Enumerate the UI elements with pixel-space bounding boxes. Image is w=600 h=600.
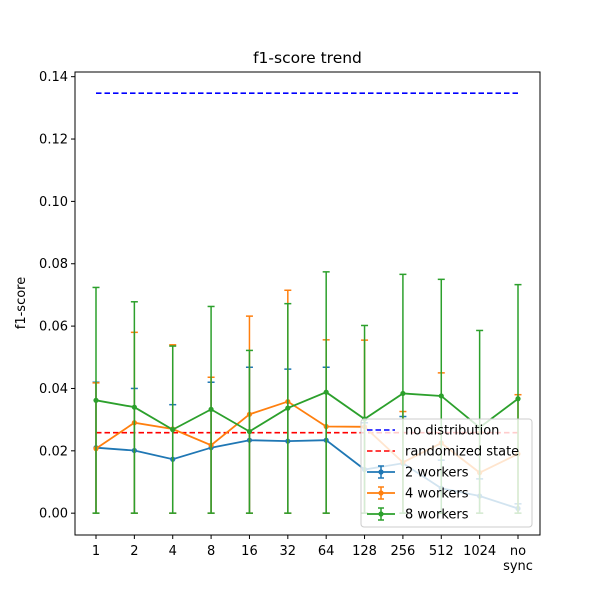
x-tick-label: 2 — [130, 544, 138, 559]
x-tick-label: 64 — [318, 544, 335, 559]
x-tick-label: 512 — [429, 544, 454, 559]
x-tick-label: 1024 — [463, 544, 496, 559]
legend-box — [360, 418, 533, 528]
data-point — [246, 428, 253, 435]
legend-entry: 8 workers — [367, 507, 469, 523]
x-tick-label: 4 — [169, 544, 177, 559]
y-tick-label: 0.12 — [39, 133, 68, 148]
data-point — [131, 404, 137, 410]
data-point — [515, 396, 521, 402]
legend-label: no distribution — [405, 424, 499, 439]
series-line — [95, 391, 519, 433]
x-tick-label: 1 — [92, 544, 100, 559]
data-point — [208, 406, 214, 412]
legend-label: randomized state — [405, 445, 519, 460]
y-tick-label: 0.14 — [39, 70, 68, 85]
data-point — [285, 405, 291, 411]
legend-label: 2 workers — [405, 466, 469, 481]
y-tick-label: 0.10 — [39, 195, 68, 210]
legend-label: 4 workers — [405, 487, 469, 502]
y-tick-label: 0.02 — [39, 444, 68, 459]
legend-swatch-marker — [378, 511, 384, 517]
legend-swatch-marker — [378, 469, 384, 475]
data-point — [323, 389, 329, 395]
data-point — [400, 390, 406, 397]
y-tick-label: 0.08 — [39, 257, 68, 272]
axes-frame — [74, 71, 541, 536]
y-tick-label: 0.00 — [39, 507, 68, 522]
legend-entry: no distribution — [367, 424, 499, 439]
legend: no distribution randomized state 2 workers… — [360, 418, 533, 528]
legend-label: 8 workers — [405, 508, 469, 523]
data-point — [93, 397, 99, 403]
data-point — [170, 427, 176, 433]
legend-entry: randomized state — [367, 445, 519, 460]
legend-entry: 4 workers — [367, 486, 469, 502]
x-tick-label: no sync — [503, 544, 533, 574]
x-tick-label: 8 — [207, 544, 215, 559]
y-tick-label: 0.06 — [39, 320, 68, 335]
x-tick-label: 32 — [280, 544, 297, 559]
legend-swatch-marker — [378, 490, 384, 496]
x-tick-label: 16 — [241, 544, 258, 559]
data-point — [438, 393, 444, 399]
legend-entry: 2 workers — [367, 465, 469, 481]
x-tick-label: 128 — [352, 544, 377, 559]
series — [92, 271, 522, 514]
y-tick-label: 0.04 — [39, 382, 68, 397]
chart-title: f1-score trend — [253, 49, 362, 67]
y-axis-label: f1-score — [14, 277, 29, 329]
x-tick-label: 256 — [390, 544, 415, 559]
